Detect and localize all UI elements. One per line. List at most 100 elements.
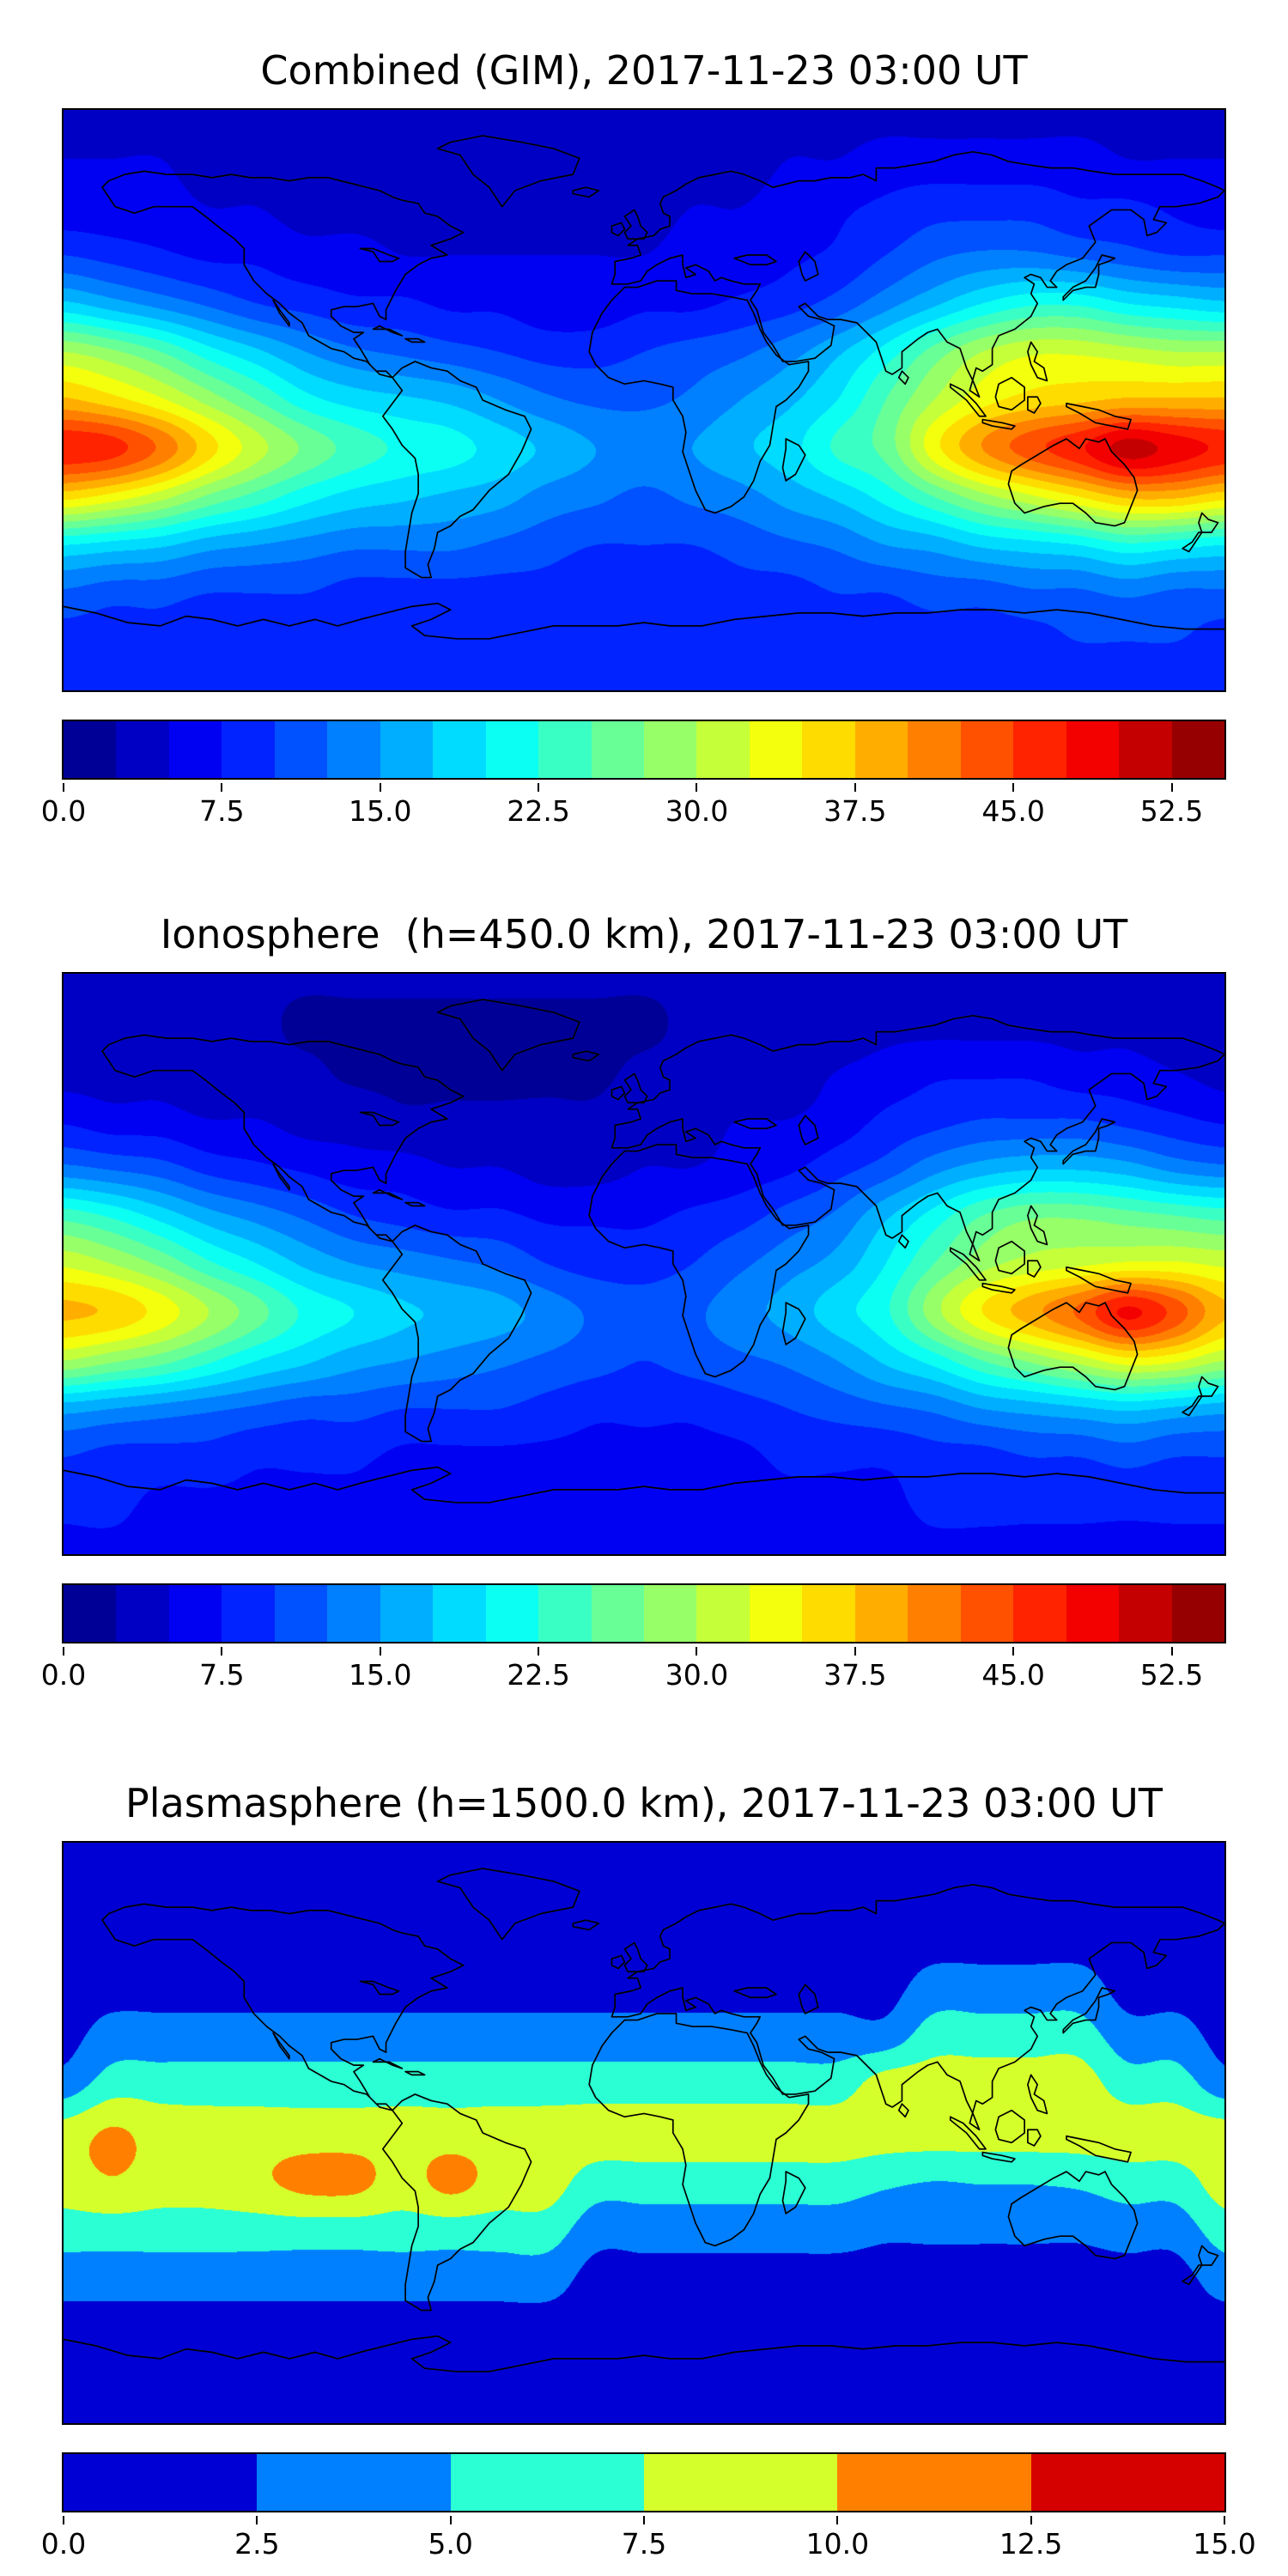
colorbar-tick <box>1170 783 1173 792</box>
coastline-greenland <box>436 999 580 1072</box>
colorbar-tick <box>696 1647 698 1656</box>
colorbar-segment <box>643 2454 838 2511</box>
coastline-australia <box>1007 2171 1139 2260</box>
colorbar-segment <box>450 2454 644 2511</box>
colorbar-tick-label: 12.5 <box>999 2527 1063 2561</box>
coastline-australia <box>1007 438 1139 527</box>
colorbar-segment <box>1119 1585 1172 1642</box>
colorbar-tick <box>1012 783 1015 792</box>
colorbar-tick <box>449 2516 452 2524</box>
colorbar-tick <box>643 2516 645 2524</box>
coastline-hispaniola <box>404 2070 426 2076</box>
tec-heatmap-canvas <box>64 974 1224 1554</box>
coastline-baja-california <box>272 2032 290 2060</box>
coastline-cuba <box>372 1188 404 1200</box>
coastline-black-sea <box>733 1118 777 1130</box>
colorbar-tick-label: 2.5 <box>234 2527 280 2561</box>
coastline-japan <box>1062 1118 1116 1165</box>
coastline-antarctica <box>64 2335 1224 2372</box>
coastline-new-guinea <box>1066 2135 1132 2163</box>
colorbar-segment <box>1171 721 1224 778</box>
tec-heatmap-canvas <box>64 110 1224 690</box>
coastline-united-kingdom <box>623 209 648 240</box>
colorbar-segment <box>538 721 592 778</box>
colorbar-tick <box>1012 1647 1015 1656</box>
map-axes <box>62 972 1226 1556</box>
coastline-java <box>981 1282 1016 1294</box>
coastline-borneo <box>994 1240 1026 1275</box>
coastline-madagascar <box>781 1302 806 1346</box>
colorbar-segment <box>696 1585 750 1642</box>
colorbar-segment <box>327 721 380 778</box>
coastline-sumatra <box>949 383 987 417</box>
coastline-madagascar <box>781 2171 806 2215</box>
colorbar-segment <box>591 1585 644 1642</box>
coastline-cuba <box>372 2057 404 2069</box>
coastline-sri-lanka <box>897 2103 909 2118</box>
colorbar-segment <box>802 1585 855 1642</box>
coastline-java <box>981 418 1016 430</box>
coastline-new-guinea <box>1066 1266 1132 1294</box>
colorbar-segment <box>380 721 434 778</box>
coastline-philippines <box>1027 341 1048 382</box>
coastline-iceland <box>572 1919 600 1931</box>
coastline-north-america <box>101 1903 465 2111</box>
coastlines-overlay <box>64 135 1224 640</box>
colorbar-segment <box>854 1585 908 1642</box>
coastline-madagascar <box>781 438 806 482</box>
colorbar-tick <box>538 783 540 792</box>
coastline-borneo <box>994 2109 1026 2144</box>
coastline-iceland <box>572 186 600 198</box>
map-axes <box>62 108 1226 692</box>
colorbar-tick <box>256 2516 258 2524</box>
colorbar-segment <box>802 721 855 778</box>
coastline-new-zealand <box>1182 2245 1219 2286</box>
coastline-black-sea <box>733 254 777 266</box>
panel-combined-gim: Combined (GIM), 2017-11-23 03:00 UT 0.0 7… <box>0 33 1288 891</box>
colorbar-tick-label: 15.0 <box>348 794 412 828</box>
colorbar-segment <box>64 2454 258 2511</box>
colorbar-tick <box>854 1647 856 1656</box>
panel-title: Combined (GIM), 2017-11-23 03:00 UT <box>260 47 1028 94</box>
colorbar-segment <box>591 721 644 778</box>
coastline-sulawesi <box>1027 2129 1042 2147</box>
coastline-north-america <box>101 170 465 379</box>
panel-ionosphere: Ionosphere (h=450.0 km), 2017-11-23 03:0… <box>0 896 1288 1755</box>
colorbar-segment <box>643 1585 697 1642</box>
coastline-hispaniola <box>404 337 426 343</box>
coastline-caspian-sea <box>798 251 819 282</box>
coastline-ireland <box>611 1085 626 1101</box>
colorbar-segment <box>485 1585 539 1642</box>
colorbar-ticks: 0.0 7.5 15.0 22.5 30.0 37.5 45.0 52.5 <box>41 1647 1224 1707</box>
coastline-united-kingdom <box>623 1941 648 1973</box>
coastline-eurasia <box>611 1883 1224 2131</box>
coastline-philippines <box>1027 2074 1048 2115</box>
colorbar-segment <box>433 1585 486 1642</box>
coastline-sri-lanka <box>897 1234 909 1249</box>
coastline-greenland <box>436 135 580 208</box>
coastline-baja-california <box>272 1163 290 1191</box>
coastline-sumatra <box>949 2116 987 2150</box>
colorbar-tick-label: 30.0 <box>665 1658 729 1692</box>
colorbar-tick <box>63 1647 64 1656</box>
tec-heatmap-canvas <box>64 1843 1224 2423</box>
colorbar-segment <box>854 721 908 778</box>
coastline-philippines <box>1027 1205 1048 1246</box>
coastline-caspian-sea <box>798 1984 819 2014</box>
colorbar-segment <box>696 721 750 778</box>
coastline-iceland <box>572 1050 600 1062</box>
coastline-south-america <box>381 1224 532 1443</box>
coastline-north-america <box>101 1034 465 1242</box>
colorbar-tick <box>221 783 223 792</box>
colorbar-tick-label: 0.0 <box>40 2527 87 2561</box>
colorbar-tick <box>696 783 698 792</box>
coastline-borneo <box>994 376 1026 411</box>
colorbar-segment <box>380 1585 434 1642</box>
coastline-antarctica <box>64 602 1224 640</box>
coastline-japan <box>1062 1987 1116 2034</box>
coastline-cuba <box>372 325 404 337</box>
colorbar-segment <box>222 721 275 778</box>
colorbar-segment <box>643 721 697 778</box>
colorbar-segment <box>837 2454 1031 2511</box>
